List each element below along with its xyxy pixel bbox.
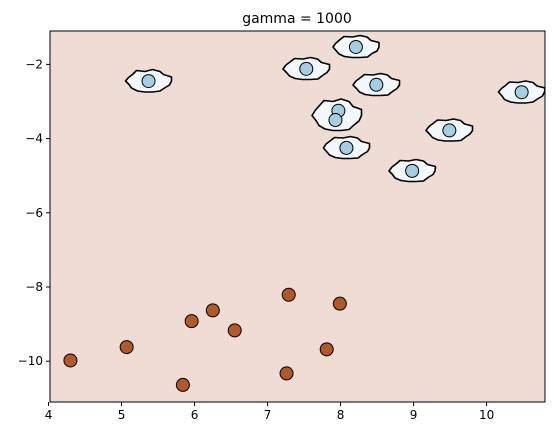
x-tick-label: 7 bbox=[264, 408, 272, 422]
point-class-1 bbox=[227, 323, 242, 338]
point-class-1 bbox=[332, 296, 347, 311]
plot-area bbox=[50, 31, 545, 402]
y-tick-label: −2 bbox=[25, 57, 43, 71]
x-tick-label: 6 bbox=[191, 408, 199, 422]
point-class-1 bbox=[184, 314, 199, 329]
point-class-0 bbox=[299, 61, 314, 76]
y-tick-label: −8 bbox=[25, 280, 43, 294]
x-tick-label: 5 bbox=[118, 408, 126, 422]
plot-frame bbox=[49, 30, 546, 403]
point-class-0 bbox=[328, 113, 343, 128]
point-class-1 bbox=[319, 342, 334, 357]
point-class-1 bbox=[63, 353, 78, 368]
x-tick-label: 8 bbox=[337, 408, 345, 422]
y-tick-label: −4 bbox=[25, 132, 43, 146]
chart-title: gamma = 1000 bbox=[242, 11, 352, 27]
x-tick-label: 9 bbox=[410, 408, 418, 422]
point-class-0 bbox=[514, 85, 529, 100]
x-tick-label: 4 bbox=[45, 408, 53, 422]
point-class-1 bbox=[175, 377, 190, 392]
axes: 4 5 6 7 8 9 10 −10 −8 −6 −4 −2 bbox=[18, 30, 546, 422]
point-class-0 bbox=[405, 163, 420, 178]
point-class-1 bbox=[119, 340, 134, 355]
y-tick-label: −10 bbox=[18, 354, 43, 368]
point-class-1 bbox=[279, 366, 294, 381]
point-class-1 bbox=[205, 303, 220, 318]
point-class-1 bbox=[281, 287, 296, 302]
point-class-0 bbox=[369, 77, 384, 92]
point-class-0 bbox=[141, 74, 156, 89]
x-tick-label: 10 bbox=[479, 408, 494, 422]
point-class-0 bbox=[348, 39, 363, 54]
plot-background bbox=[50, 31, 545, 402]
point-class-0 bbox=[339, 140, 354, 155]
point-class-0 bbox=[442, 123, 457, 138]
y-tick-label: −6 bbox=[25, 206, 43, 220]
